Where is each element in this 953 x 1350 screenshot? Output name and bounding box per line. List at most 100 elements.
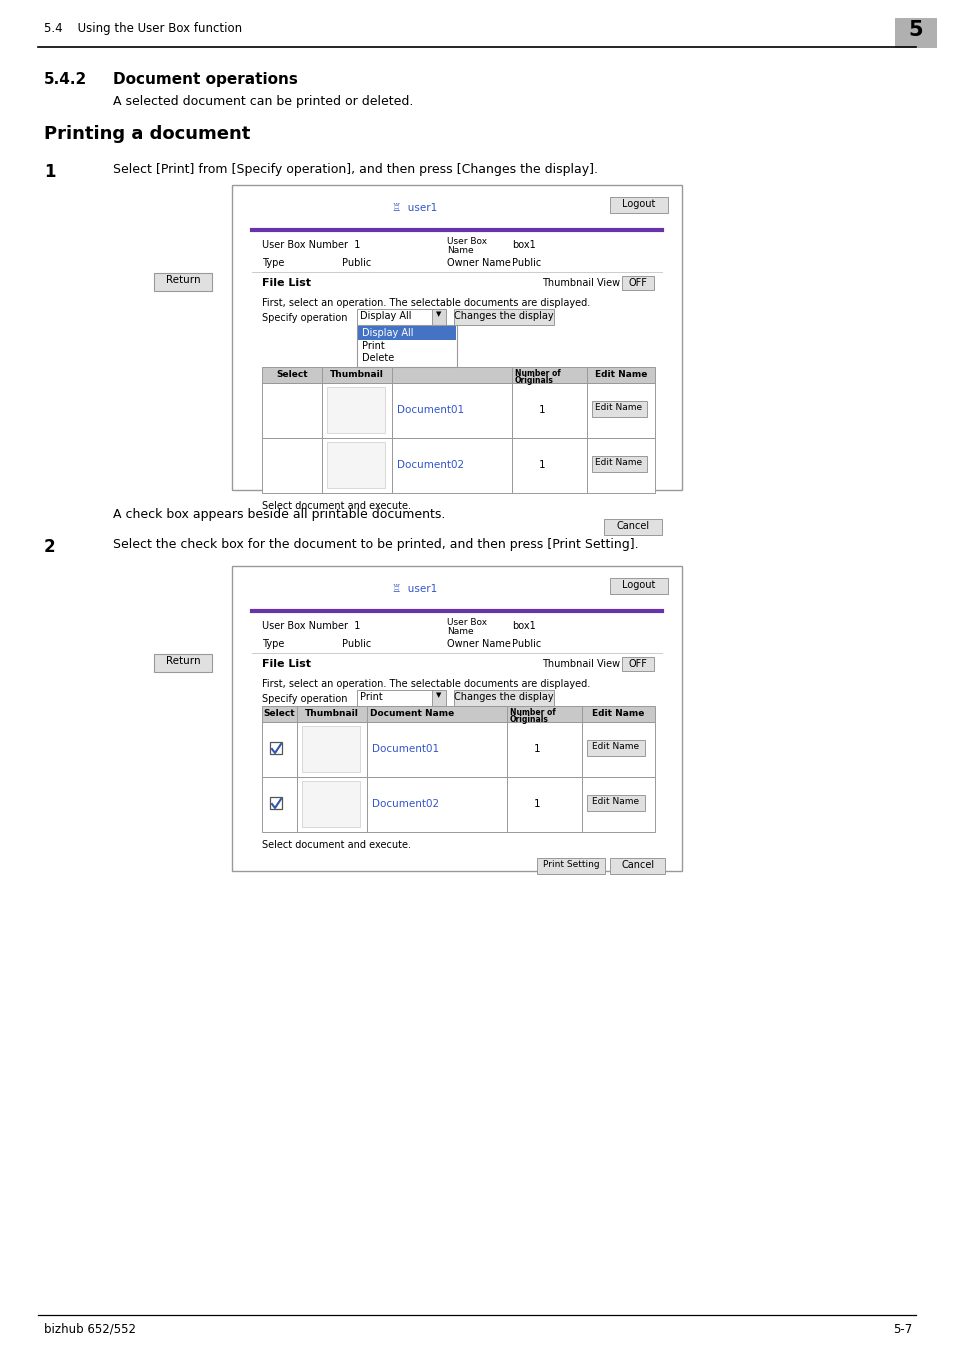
Bar: [322, 367, 392, 383]
Text: Number of: Number of: [510, 707, 556, 717]
Bar: [621, 275, 654, 290]
Text: ▼: ▼: [436, 693, 441, 698]
Text: Edit Name: Edit Name: [592, 796, 639, 806]
Text: Edit Name: Edit Name: [595, 404, 642, 412]
Bar: [262, 437, 322, 493]
Bar: [609, 859, 664, 873]
Text: Owner Name: Owner Name: [447, 258, 511, 269]
Bar: [232, 566, 681, 871]
Bar: [302, 726, 359, 772]
Text: Select document and execute.: Select document and execute.: [262, 840, 411, 850]
Text: Edit Name: Edit Name: [591, 709, 643, 718]
Bar: [586, 740, 644, 756]
Text: Select the check box for the document to be printed, and then press [Print Setti: Select the check box for the document to…: [112, 539, 638, 551]
Bar: [296, 722, 367, 778]
Text: Document02: Document02: [372, 799, 438, 809]
Bar: [586, 367, 655, 383]
Text: Edit Name: Edit Name: [592, 743, 639, 751]
Text: Document01: Document01: [396, 405, 464, 414]
Bar: [262, 722, 296, 778]
Bar: [367, 706, 506, 722]
Text: Changes the display: Changes the display: [454, 310, 554, 321]
Text: Number of: Number of: [515, 369, 560, 378]
Text: Public: Public: [512, 258, 540, 269]
Text: 1: 1: [533, 744, 539, 755]
Text: User Box: User Box: [447, 238, 487, 246]
Text: OFF: OFF: [628, 278, 647, 288]
Bar: [262, 383, 322, 437]
Text: box1: box1: [512, 621, 536, 630]
Bar: [262, 367, 322, 383]
Bar: [506, 722, 581, 778]
Text: Logout: Logout: [621, 198, 655, 209]
Text: ♖  user1: ♖ user1: [392, 585, 436, 594]
Text: Return: Return: [166, 275, 200, 285]
Bar: [262, 778, 296, 832]
Text: ♖  user1: ♖ user1: [392, 202, 436, 213]
Text: 5.4.2: 5.4.2: [44, 72, 87, 86]
Text: Public: Public: [512, 639, 540, 649]
Text: OFF: OFF: [628, 659, 647, 670]
Text: Display All: Display All: [359, 310, 411, 321]
Bar: [586, 383, 655, 437]
Bar: [262, 706, 296, 722]
Bar: [581, 706, 655, 722]
Bar: [327, 441, 385, 487]
Text: Select [Print] from [Specify operation], and then press [Changes the display].: Select [Print] from [Specify operation],…: [112, 163, 598, 176]
Text: Select: Select: [263, 709, 294, 718]
Text: Owner Name: Owner Name: [447, 639, 511, 649]
Bar: [367, 778, 506, 832]
Text: box1: box1: [512, 240, 536, 250]
Text: A selected document can be printed or deleted.: A selected document can be printed or de…: [112, 95, 413, 108]
Text: Changes the display: Changes the display: [454, 693, 554, 702]
Bar: [432, 690, 446, 706]
Text: Specify operation: Specify operation: [262, 313, 347, 323]
Text: 1: 1: [533, 799, 539, 809]
Text: Return: Return: [166, 656, 200, 666]
Text: 5-7: 5-7: [892, 1323, 911, 1336]
Text: Print Setting: Print Setting: [542, 860, 598, 869]
Bar: [153, 273, 212, 292]
Text: Thumbnail View: Thumbnail View: [541, 659, 619, 670]
Text: Print: Print: [359, 693, 382, 702]
Bar: [356, 309, 436, 325]
Text: Printing a document: Printing a document: [44, 126, 250, 143]
Text: Delete: Delete: [361, 352, 394, 363]
Text: 2: 2: [44, 539, 55, 556]
Bar: [327, 387, 385, 433]
Text: Specify operation: Specify operation: [262, 694, 347, 703]
Text: Originals: Originals: [515, 377, 554, 385]
Text: Cancel: Cancel: [620, 860, 654, 869]
Text: Display All: Display All: [361, 328, 413, 338]
Bar: [512, 437, 586, 493]
Bar: [232, 185, 681, 490]
Text: Select document and execute.: Select document and execute.: [262, 501, 411, 512]
Bar: [592, 456, 646, 472]
Bar: [512, 383, 586, 437]
Text: Type: Type: [262, 639, 284, 649]
Text: First, select an operation. The selectable documents are displayed.: First, select an operation. The selectab…: [262, 679, 590, 688]
Bar: [356, 690, 436, 706]
Bar: [581, 722, 655, 778]
Bar: [621, 657, 654, 671]
Bar: [506, 778, 581, 832]
Bar: [357, 325, 456, 340]
Bar: [894, 18, 936, 49]
Text: Public: Public: [341, 639, 371, 649]
Text: Logout: Logout: [621, 580, 655, 590]
Bar: [296, 706, 367, 722]
Text: User Box: User Box: [447, 618, 487, 626]
Text: Document01: Document01: [372, 744, 438, 755]
Bar: [270, 743, 282, 755]
Text: Public: Public: [341, 258, 371, 269]
Bar: [454, 690, 554, 706]
Bar: [367, 722, 506, 778]
Bar: [302, 782, 359, 828]
Text: Type: Type: [262, 258, 284, 269]
Bar: [586, 795, 644, 811]
Bar: [392, 383, 512, 437]
Text: Thumbnail: Thumbnail: [330, 370, 383, 379]
Text: Originals: Originals: [510, 716, 548, 724]
Text: User Box Number  1: User Box Number 1: [262, 621, 360, 630]
Bar: [512, 367, 586, 383]
